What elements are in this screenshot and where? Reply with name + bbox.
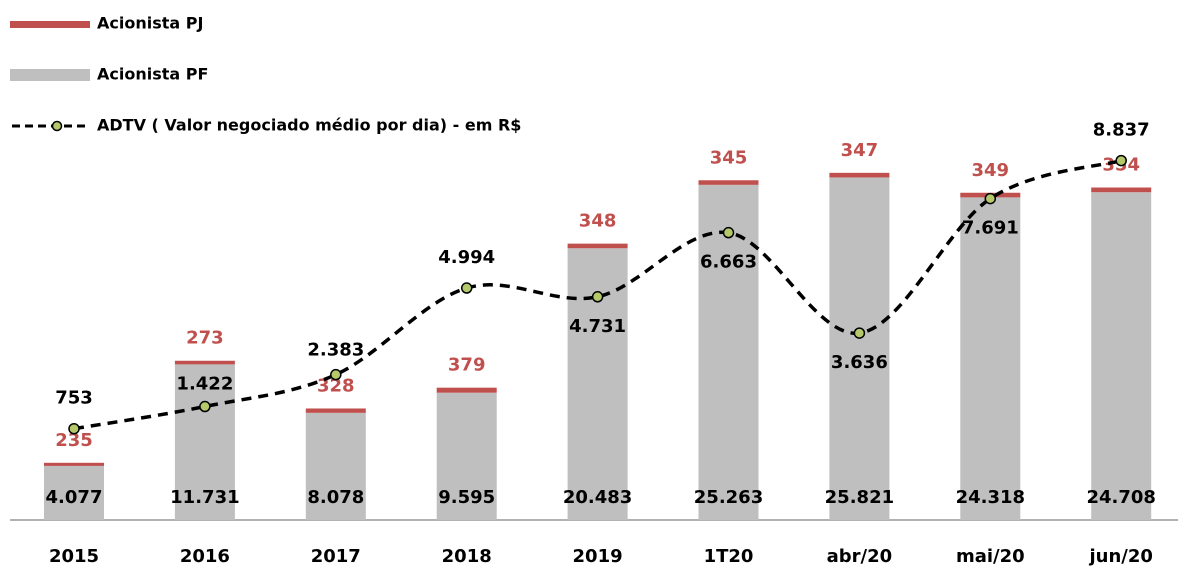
bar <box>567 243 628 249</box>
legend-swatch <box>10 21 90 28</box>
bar-value-label: 345 <box>710 147 748 168</box>
bar <box>436 392 497 520</box>
bar-value-label: 24.708 <box>1086 487 1155 508</box>
bar <box>174 364 235 520</box>
line-value-label: 6.663 <box>700 252 757 273</box>
x-tick-label: jun/20 <box>1088 546 1152 567</box>
bar-value-label: 11.731 <box>170 487 239 508</box>
legend-label: Acionista PJ <box>97 14 203 33</box>
line-value-label: 8.837 <box>1093 120 1150 141</box>
bar <box>305 412 366 520</box>
bar-value-label: 4.077 <box>46 487 103 508</box>
line-value-label: 1.422 <box>176 374 233 395</box>
legend-label: ADTV ( Valor negociado médio por dia) - … <box>97 116 521 135</box>
bar <box>829 172 890 178</box>
line-marker <box>1115 154 1127 167</box>
bar-value-label: 25.263 <box>694 487 763 508</box>
bar-value-label: 235 <box>55 430 93 451</box>
bar-value-label: 273 <box>186 328 224 349</box>
x-tick-label: 1T20 <box>704 546 754 567</box>
legend-swatch <box>10 69 90 81</box>
line-marker <box>722 226 735 239</box>
line-marker <box>591 291 604 303</box>
line-value-label: 4.731 <box>569 316 626 337</box>
bar <box>698 180 759 185</box>
bar <box>44 462 104 466</box>
x-tick-label: 2015 <box>49 546 99 567</box>
bar <box>174 360 235 365</box>
bar-value-label: 347 <box>841 140 879 161</box>
bar-value-label: 328 <box>317 375 355 396</box>
bar-value-label: 25.821 <box>825 487 894 508</box>
bar <box>305 408 366 413</box>
bar <box>1091 192 1152 520</box>
x-tick-label: mai/20 <box>956 546 1025 567</box>
bar <box>829 177 890 520</box>
bar-value-label: 20.483 <box>563 487 632 508</box>
bar-value-label: 24.318 <box>956 487 1025 508</box>
line-value-label: 7.691 <box>962 218 1019 239</box>
line-marker <box>984 192 997 205</box>
x-tick-label: 2018 <box>442 546 492 567</box>
line-marker <box>460 282 473 294</box>
bar <box>960 197 1021 520</box>
line-marker <box>68 422 80 435</box>
line-value-label: 4.994 <box>438 247 495 268</box>
line-marker <box>853 327 866 339</box>
bar-value-label: 349 <box>972 160 1010 181</box>
x-tick-label: abr/20 <box>827 546 893 567</box>
x-tick-label: 2017 <box>311 546 361 567</box>
bar-value-label: 379 <box>448 355 486 376</box>
x-tick-label: 2016 <box>180 546 230 567</box>
legend-label: Acionista PF <box>97 65 208 84</box>
line-marker <box>330 368 342 381</box>
bar <box>44 465 104 520</box>
line-value-label: 3.636 <box>831 352 888 373</box>
bar <box>698 184 759 521</box>
x-tick-label: 2019 <box>573 546 623 567</box>
line <box>73 158 1122 431</box>
bar-value-label: 9.595 <box>438 487 495 508</box>
bar <box>1091 187 1152 193</box>
bar <box>436 387 497 393</box>
bar-value-label: 348 <box>579 211 617 232</box>
line-value-label: 753 <box>55 388 93 409</box>
bar-value-label: 8.078 <box>307 487 364 508</box>
legend-marker <box>51 120 63 132</box>
line-value-label: 2.383 <box>307 340 364 361</box>
line-marker <box>199 400 211 413</box>
